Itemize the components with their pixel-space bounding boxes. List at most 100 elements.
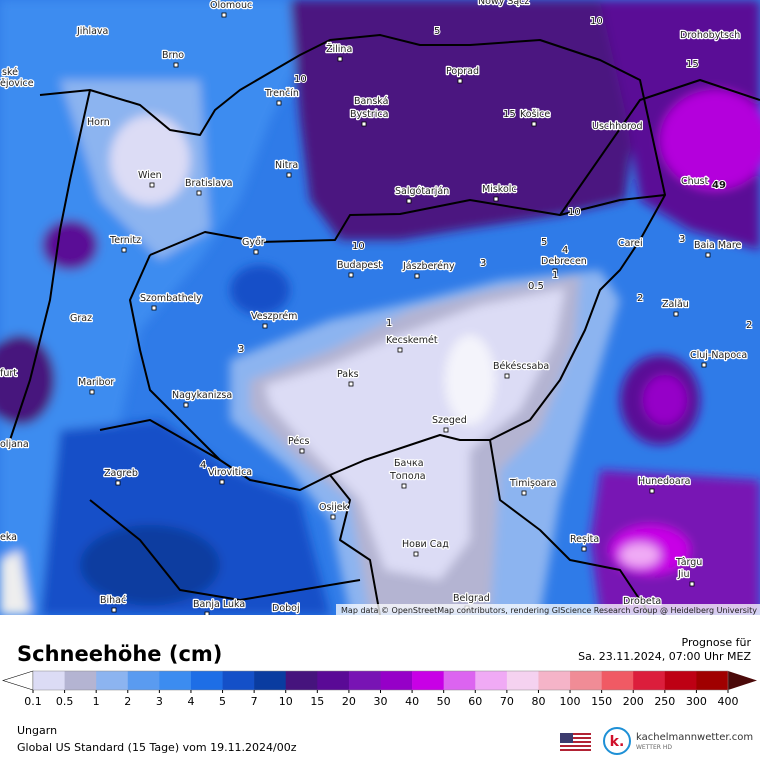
city-label: Paks: [337, 369, 359, 380]
contour-label: 0.5: [528, 281, 544, 292]
legend-tick-label: 4: [187, 695, 194, 708]
legend-title: Schneehöhe (cm): [17, 642, 222, 666]
city-dot: [115, 480, 121, 486]
city-dot: [649, 488, 655, 494]
city-label: Miskolc: [482, 184, 517, 195]
city-label: Nowy Sącz: [478, 0, 529, 7]
legend-tick-label: 300: [686, 695, 707, 708]
city-dot: [414, 273, 420, 279]
forecast-time: Sa. 23.11.2024, 07:00 Uhr MEZ: [578, 650, 751, 663]
legend-tick-label: 0.5: [56, 695, 74, 708]
city-label: Veszprém: [251, 311, 297, 322]
attribution: Map data © OpenStreetMap contributors, r…: [341, 606, 757, 615]
city-label: Ternitz: [109, 235, 141, 246]
legend-swatch: [222, 671, 255, 690]
contour-label: 10: [294, 74, 307, 85]
city-label: Banja Luka: [193, 599, 245, 610]
city-dot: [705, 252, 711, 258]
city-dot: [253, 249, 259, 255]
contour-label: 10: [568, 207, 581, 218]
legend-swatch: [380, 671, 413, 690]
contour-label: 2: [746, 320, 752, 331]
city-label: Wien: [138, 170, 162, 181]
brand-tagline: WETTER HD: [636, 744, 672, 751]
city-dot: [219, 479, 225, 485]
contour-label: 2: [637, 293, 643, 304]
city-label: Топола: [389, 471, 426, 482]
contour-label: 1: [552, 270, 558, 281]
us-flag: [560, 733, 591, 751]
city-label: Bihać: [100, 595, 126, 606]
city-label: Salgótarján: [395, 186, 449, 197]
legend-tick-label: 10: [279, 695, 293, 708]
legend-tick-label: 400: [718, 695, 739, 708]
city-dot: [204, 611, 210, 615]
contour-label: 5: [541, 237, 547, 248]
legend-tick-label: 3: [156, 695, 163, 708]
contour-label: 3: [480, 258, 486, 269]
city-dot: [457, 78, 463, 84]
city-label: Banská: [354, 96, 388, 107]
contour-label: 15: [503, 109, 516, 120]
legend-tick-label: 20: [342, 695, 356, 708]
city-label: furt: [0, 368, 17, 379]
city-dot: [276, 100, 282, 106]
city-dot: [111, 607, 117, 613]
model: Global US Standard (15 Tage) vom 19.11.2…: [17, 741, 297, 754]
city-dot: [581, 546, 587, 552]
city-label: ské: [2, 67, 18, 78]
city-dot: [531, 121, 537, 127]
city-label: Nagykanizsa: [172, 390, 232, 401]
legend-tick-label: 70: [500, 695, 514, 708]
legend-tick-label: 60: [468, 695, 482, 708]
legend-swatch: [348, 671, 381, 690]
city-label: ějovice: [0, 78, 34, 89]
city-dot: [151, 305, 157, 311]
contour-label: 3: [238, 344, 244, 355]
contour-label: 10: [590, 16, 603, 27]
city-label: Chust: [681, 176, 709, 187]
city-label: Szeged: [432, 415, 467, 426]
legend-swatch: [664, 671, 697, 690]
city-label: Horn: [87, 117, 110, 128]
city-label: eka: [0, 532, 17, 543]
city-label: Kecskemét: [386, 335, 438, 346]
city-label: Zagreb: [104, 468, 138, 479]
city-dot: [348, 381, 354, 387]
forecast-label: Prognose für: [682, 636, 752, 649]
city-label: Trenčín: [264, 88, 299, 99]
contour-label: 1: [386, 318, 392, 329]
contour-label: 10: [352, 241, 365, 252]
legend-swatch: [254, 671, 287, 690]
city-label: Uschhorod: [592, 121, 643, 132]
city-dot: [521, 490, 527, 496]
city-label: Graz: [70, 313, 92, 324]
city-label: Maribor: [78, 377, 114, 388]
legend-swatch: [412, 671, 444, 690]
contour-label: 49: [712, 180, 726, 191]
city-label: Cluj-Napoca: [690, 350, 747, 361]
contour-label: 5: [434, 26, 440, 37]
legend-swatch: [475, 671, 508, 690]
city-dot: [504, 373, 510, 379]
city-dot: [401, 483, 407, 489]
city-dot: [196, 190, 202, 196]
city-label: Debrecen: [541, 256, 587, 267]
city-dot: [173, 62, 179, 68]
contour-label: 3: [679, 234, 685, 245]
contour-label: 4: [562, 245, 568, 256]
city-dot: [673, 311, 679, 317]
legend-under: [2, 670, 34, 691]
legend-swatch: [601, 671, 634, 690]
city-dot: [413, 551, 419, 557]
city-label: Baia Mare: [694, 240, 742, 251]
brand-name[interactable]: kachelmannwetter.com: [636, 732, 753, 743]
city-dot: [149, 182, 155, 188]
city-label: Нови Сад: [402, 539, 449, 550]
city-dot: [406, 198, 412, 204]
city-label: Pécs: [288, 436, 309, 447]
city-dot: [337, 56, 343, 62]
city-label: Doboj: [272, 603, 300, 614]
city-dot: [361, 121, 367, 127]
